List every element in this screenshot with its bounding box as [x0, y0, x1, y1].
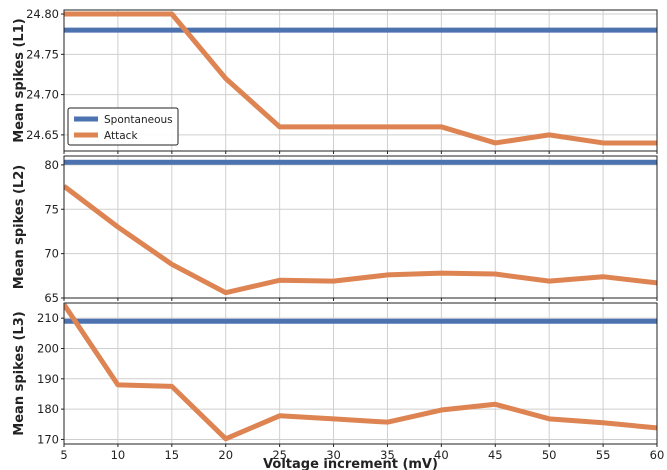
x-axis-label: Voltage increment (mV) — [263, 457, 438, 470]
y-tick-label: 75 — [44, 202, 59, 216]
y-axis-label: Mean spikes (L2) — [12, 165, 27, 289]
y-tick-label: 24.65 — [26, 128, 59, 142]
series-line-attack — [64, 184, 657, 296]
x-tick-label: 40 — [434, 448, 449, 462]
series-line-attack — [64, 11, 657, 146]
y-tick-label: 70 — [44, 247, 59, 261]
y-tick-label: 24.80 — [26, 7, 59, 21]
y-axis-label: Mean spikes (L1) — [12, 18, 27, 142]
x-tick-label: 45 — [488, 448, 503, 462]
y-tick-label: 24.70 — [26, 88, 59, 102]
legend-label-attack: Attack — [104, 130, 138, 142]
panel-3: 5 10 15 20 25 30 35 40 45 50 55 60 170 180 190 200 210 Me… — [12, 302, 665, 462]
y-tick-label: 210 — [37, 311, 59, 325]
legend-label-spontaneous: Spontaneous — [104, 114, 173, 126]
y-tick-label: 180 — [37, 402, 59, 416]
plot-frame — [63, 9, 658, 152]
y-tick-label: 80 — [44, 158, 59, 172]
legend: Spontaneous Attack — [67, 107, 179, 146]
y-tick-label: 24.75 — [26, 47, 59, 61]
panel-2: 65 70 75 80 Mean spikes (L2) — [12, 155, 658, 305]
x-tick-label: 25 — [272, 448, 287, 462]
y-tick-label: 190 — [37, 372, 59, 386]
series-line-attack — [64, 303, 657, 442]
y-tick-label: 170 — [37, 432, 59, 446]
y-tick-label: 200 — [37, 341, 59, 355]
plot-frame — [63, 302, 658, 445]
x-tick-label: 15 — [164, 448, 179, 462]
plot-frame — [63, 155, 658, 299]
x-tick-label: 20 — [218, 448, 233, 462]
x-tick-label: 50 — [542, 448, 557, 462]
y-tick-label: 65 — [44, 291, 59, 305]
y-axis-label: Mean spikes (L3) — [12, 311, 27, 435]
x-tick-label: 60 — [650, 448, 665, 462]
x-tick-label: 55 — [596, 448, 611, 462]
x-tick-label: 5 — [60, 448, 67, 462]
x-tick-label: 10 — [111, 448, 126, 462]
x-tick-label: 30 — [326, 448, 341, 462]
x-tick-label: 35 — [380, 448, 395, 462]
